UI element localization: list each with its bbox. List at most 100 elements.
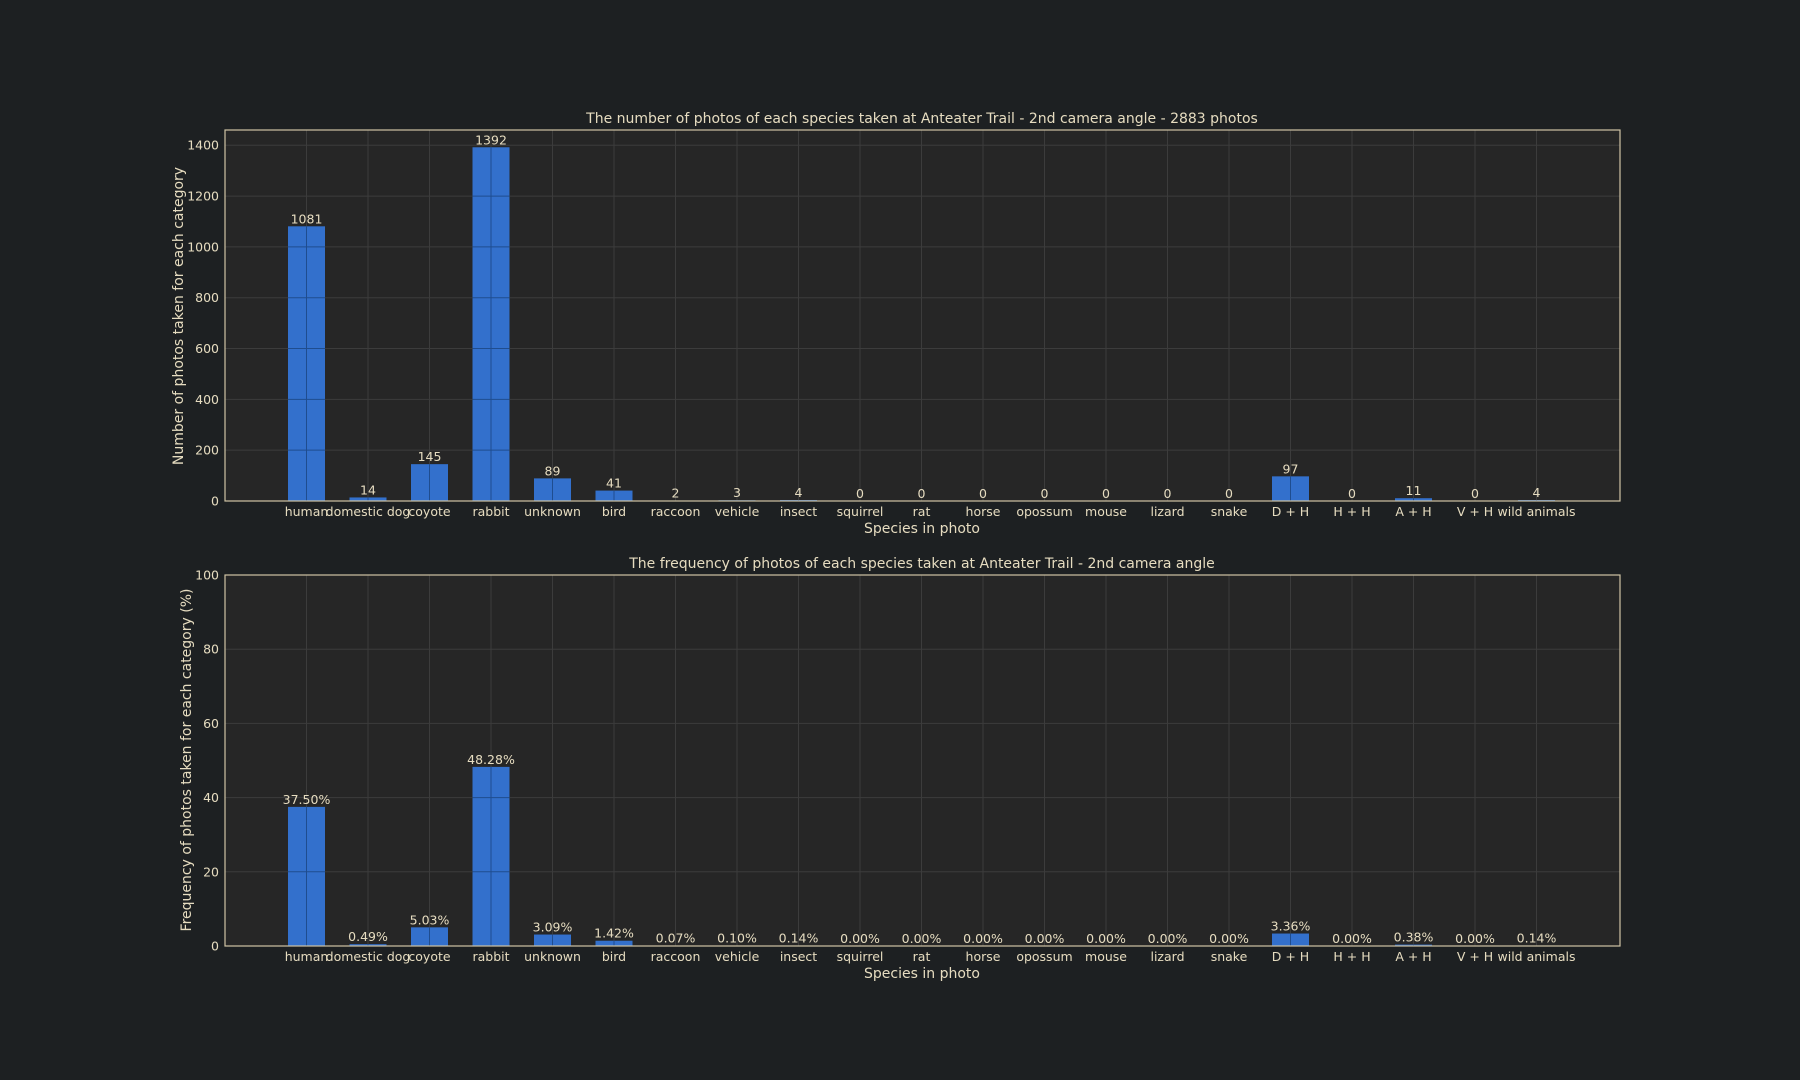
frequency-data-label: 0.00%: [1025, 931, 1065, 946]
frequency-data-label: 0.00%: [963, 931, 1003, 946]
frequency-data-label: 0.00%: [840, 931, 880, 946]
frequency-x-tick-label: vehicle: [715, 949, 760, 964]
frequency-plot-area: [225, 575, 1620, 946]
frequency-x-tick-label: insect: [780, 949, 817, 964]
frequency-y-tick-labels: 0 20 40 60 80 100: [195, 568, 219, 954]
count-y-tick-label: 200: [195, 443, 219, 458]
frequency-x-tick-label: horse: [966, 949, 1001, 964]
frequency-y-tick-label: 80: [203, 642, 219, 657]
count-x-tick-label: mouse: [1085, 504, 1127, 519]
count-y-tick-labels: 0 200 400 600 800 1000 1200 1400: [187, 138, 219, 509]
frequency-data-label: 3.09%: [533, 920, 573, 935]
count-data-label: 0: [918, 486, 926, 501]
count-gridlines: [225, 130, 1620, 502]
frequency-data-label: 0.10%: [717, 931, 757, 946]
count-x-tick-label: vehicle: [715, 504, 760, 519]
count-plot-area: [225, 130, 1620, 501]
count-x-tick-label: wild animals: [1498, 504, 1576, 519]
frequency-data-label: 0.00%: [1148, 931, 1188, 946]
frequency-y-tick-label: 100: [195, 568, 219, 583]
count-x-tick-label: rat: [913, 504, 931, 519]
count-data-label: 145: [418, 449, 442, 464]
count-data-label: 1392: [475, 132, 507, 147]
frequency-data-label: 5.03%: [410, 912, 450, 927]
count-y-tick-label: 0: [211, 494, 219, 509]
frequency-y-tick-label: 60: [203, 716, 219, 731]
count-x-tick-label: human: [285, 504, 329, 519]
count-plot-frame: [224, 129, 1621, 502]
count-data-label: 0: [979, 486, 987, 501]
frequency-x-tick-label: rat: [913, 949, 931, 964]
frequency-data-label: 37.50%: [283, 792, 331, 807]
frequency-x-tick-label: domestic dog: [326, 949, 411, 964]
frequency-x-tick-label: lizard: [1150, 949, 1184, 964]
frequency-data-label: 0.00%: [1086, 931, 1126, 946]
count-y-tick-label: 1000: [187, 239, 219, 254]
frequency-x-tick-label: human: [285, 949, 329, 964]
count-x-tick-label: D + H: [1272, 504, 1309, 519]
count-x-tick-label: H + H: [1333, 504, 1370, 519]
frequency-x-axis-label: Species in photo: [864, 966, 980, 982]
frequency-y-tick-label: 0: [211, 939, 219, 954]
frequency-bars: [288, 766, 1555, 946]
frequency-data-label: 0.49%: [348, 929, 388, 944]
frequency-y-axis-label: Frequency of photos taken for each categ…: [179, 589, 195, 932]
count-x-tick-label: squirrel: [837, 504, 884, 519]
frequency-data-label: 48.28%: [467, 752, 515, 767]
frequency-x-tick-label: coyote: [408, 949, 450, 964]
count-data-label: 41: [606, 476, 622, 491]
count-bars: [288, 147, 1555, 501]
count-data-label: 0: [1348, 486, 1356, 501]
frequency-x-tick-label: snake: [1211, 949, 1248, 964]
count-data-labels: 1081 14 145 1392 89 41 2 3 4 0 0 0 0 0 0 0 97 0 11 0 4: [291, 132, 1541, 501]
count-data-label: 97: [1283, 461, 1299, 476]
count-x-tick-label: insect: [780, 504, 817, 519]
frequency-x-tick-label: opossum: [1016, 949, 1072, 964]
count-y-tick-label: 400: [195, 392, 219, 407]
count-y-tick-label: 1200: [187, 189, 219, 204]
frequency-data-label: 1.42%: [594, 926, 634, 941]
frequency-x-tick-label: rabbit: [472, 949, 509, 964]
frequency-data-label: 0.07%: [656, 931, 696, 946]
count-x-tick-label: bird: [602, 504, 626, 519]
frequency-x-tick-label: raccoon: [651, 949, 701, 964]
count-data-label: 4: [1533, 485, 1541, 500]
count-data-label: 89: [545, 463, 561, 478]
frequency-x-tick-label: V + H: [1457, 949, 1493, 964]
frequency-y-tick-label: 40: [203, 790, 219, 805]
count-y-tick-label: 600: [195, 341, 219, 356]
frequency-data-label: 0.14%: [779, 930, 819, 945]
frequency-x-tick-label: A + H: [1395, 949, 1431, 964]
frequency-chart-title: The frequency of photos of each species …: [628, 556, 1215, 572]
count-x-tick-label: coyote: [408, 504, 450, 519]
frequency-data-label: 0.00%: [1209, 931, 1249, 946]
frequency-data-label: 0.00%: [1332, 931, 1372, 946]
count-x-tick-label: unknown: [524, 504, 581, 519]
count-x-tick-label: domestic dog: [326, 504, 411, 519]
frequency-data-label: 0.00%: [902, 931, 942, 946]
count-x-tick-label: V + H: [1457, 504, 1493, 519]
count-data-label: 3: [733, 485, 741, 500]
count-y-tick-label: 800: [195, 290, 219, 305]
count-data-label: 0: [1164, 486, 1172, 501]
count-y-axis-label: Number of photos taken for each category: [171, 167, 187, 465]
count-data-label: 14: [360, 482, 376, 497]
count-x-tick-label: lizard: [1150, 504, 1184, 519]
frequency-data-labels: 37.50% 0.49% 5.03% 48.28% 3.09% 1.42% 0.07% 0.1…: [283, 752, 1557, 946]
count-x-tick-label: horse: [966, 504, 1001, 519]
count-x-tick-label: A + H: [1395, 504, 1431, 519]
frequency-x-tick-label: wild animals: [1498, 949, 1576, 964]
count-data-label: 0: [1225, 486, 1233, 501]
frequency-data-label: 3.36%: [1271, 919, 1311, 934]
count-x-tick-label: opossum: [1016, 504, 1072, 519]
count-data-label: 1081: [291, 211, 323, 226]
frequency-x-tick-label: H + H: [1333, 949, 1370, 964]
count-data-label: 0: [1471, 486, 1479, 501]
frequency-x-tick-label: mouse: [1085, 949, 1127, 964]
count-x-tick-label: raccoon: [651, 504, 701, 519]
count-data-label: 11: [1406, 483, 1422, 498]
count-data-label: 0: [1102, 486, 1110, 501]
